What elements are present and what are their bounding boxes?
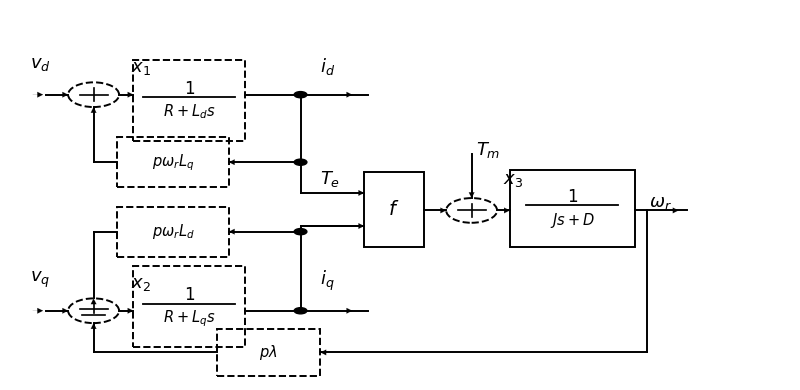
Circle shape — [294, 92, 307, 98]
Text: $1$: $1$ — [183, 286, 194, 304]
Text: $T_e$: $T_e$ — [321, 169, 341, 189]
Text: $x_3$: $x_3$ — [503, 171, 523, 189]
Text: $\omega_r$: $\omega_r$ — [649, 194, 672, 212]
Bar — [118, 137, 229, 187]
Bar — [134, 266, 245, 347]
Bar — [134, 60, 245, 141]
Bar — [364, 172, 424, 247]
Text: $x_1$: $x_1$ — [131, 59, 151, 77]
Text: $T_m$: $T_m$ — [476, 140, 500, 160]
Text: $i_q$: $i_q$ — [321, 269, 335, 293]
Circle shape — [294, 308, 307, 314]
Text: $v_d$: $v_d$ — [30, 55, 50, 73]
Text: $R+L_q s$: $R+L_q s$ — [163, 308, 215, 329]
Text: $p\omega_r L_q$: $p\omega_r L_q$ — [152, 152, 194, 172]
Text: $1$: $1$ — [183, 80, 194, 98]
Text: $R+L_d s$: $R+L_d s$ — [163, 103, 215, 121]
Text: $1$: $1$ — [566, 188, 578, 206]
Text: $Js+D$: $Js+D$ — [550, 211, 594, 230]
Circle shape — [294, 159, 307, 165]
Bar — [510, 170, 634, 247]
Text: $x_2$: $x_2$ — [131, 275, 151, 293]
Text: $i_d$: $i_d$ — [321, 56, 335, 77]
Bar — [118, 207, 229, 257]
Circle shape — [294, 229, 307, 235]
Text: $p\omega_r L_d$: $p\omega_r L_d$ — [152, 222, 194, 241]
Text: $v_q$: $v_q$ — [30, 269, 50, 289]
Text: $p\lambda$: $p\lambda$ — [259, 343, 278, 362]
Text: $f$: $f$ — [388, 200, 400, 219]
Bar — [217, 329, 321, 376]
